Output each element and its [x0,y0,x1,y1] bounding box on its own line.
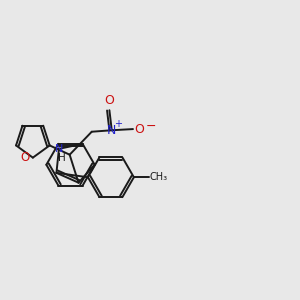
Text: N: N [107,124,116,137]
Text: H: H [58,153,66,163]
Text: O: O [21,151,30,164]
Text: O: O [104,94,114,107]
Text: CH₃: CH₃ [149,172,167,182]
Text: O: O [134,123,144,136]
Text: +: + [114,119,122,129]
Text: −: − [145,120,156,133]
Text: N: N [55,144,63,154]
